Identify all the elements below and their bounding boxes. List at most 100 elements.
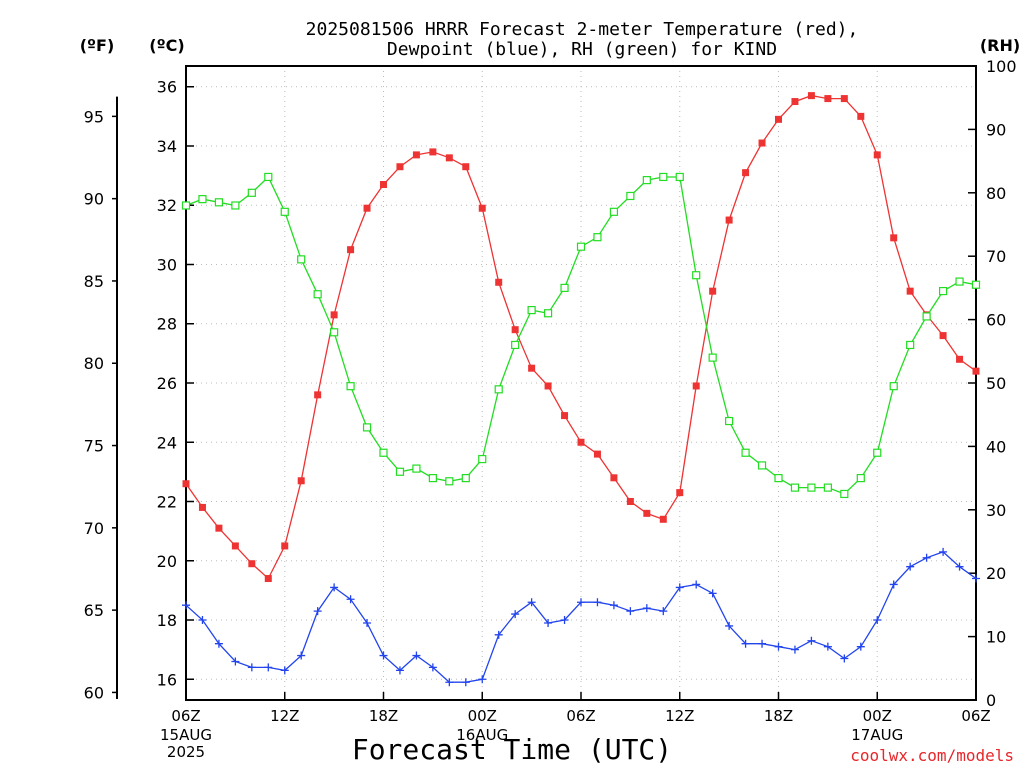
gridlines: [185, 66, 977, 700]
temperature-point: [363, 204, 371, 212]
rh-point: [708, 353, 717, 362]
fahrenheit-tick-label: 95: [84, 107, 104, 126]
temperature-point: [692, 382, 700, 390]
dewpoint-point: [840, 654, 849, 663]
time-tick-label: 12Z: [270, 707, 299, 725]
rh-point: [412, 464, 421, 473]
rh-point: [181, 201, 191, 210]
dewpoint-point: [626, 607, 635, 616]
rh-point: [757, 461, 767, 470]
time-tick-label: 12Z: [665, 707, 694, 725]
temperature-point: [709, 287, 717, 295]
dewpoint-point: [708, 589, 717, 598]
dewpoint-point: [264, 663, 273, 672]
rh-point: [692, 271, 701, 280]
dewpoint-point: [692, 580, 701, 589]
dewpoint-point: [511, 610, 520, 619]
dewpoint-point: [363, 618, 372, 627]
temperature-point: [840, 95, 848, 103]
temperature-point: [857, 112, 865, 120]
time-tick-label: 00Z: [468, 707, 497, 725]
rh-tick-label: 30: [986, 501, 1006, 520]
rh-point: [807, 483, 816, 492]
rh-point: [593, 233, 602, 242]
dewpoint-point: [823, 642, 832, 651]
dewpoint-point: [395, 666, 404, 675]
temperature-point: [445, 154, 453, 162]
date-tick-label: 17AUG: [851, 726, 903, 744]
dewpoint-point: [478, 675, 487, 684]
rh-point: [428, 474, 437, 483]
rh-unit-label: (RH): [980, 36, 1020, 55]
rh-point: [576, 242, 586, 251]
dewpoint-point: [445, 678, 454, 687]
rh-point: [214, 198, 224, 207]
rh-point: [264, 172, 273, 182]
dewpoint-point: [873, 616, 882, 625]
temperature-series: [182, 92, 980, 583]
dewpoint-point: [807, 636, 816, 645]
rh-tick-label: 50: [986, 374, 1006, 393]
chart-title-line-2: Dewpoint (blue), RH (green) for KIND: [387, 39, 777, 60]
rh-point: [330, 328, 339, 337]
rh-point: [346, 382, 355, 391]
temperature-point: [528, 364, 536, 372]
temperature-point: [347, 246, 355, 254]
rh-point: [445, 477, 454, 486]
fahrenheit-axis: 60 65 70 75 80 85 90 95: [84, 107, 117, 702]
dewpoint-point: [198, 616, 207, 625]
year-tick-label: 2025: [167, 743, 205, 761]
fahrenheit-unit-label: (ºF): [80, 36, 115, 55]
chart-title-line-1: 2025081506 HRRR Forecast 2-meter Tempera…: [306, 19, 859, 40]
dewpoint-point: [544, 618, 553, 627]
rh-point: [543, 309, 553, 318]
fahrenheit-tick-label: 60: [84, 683, 104, 702]
rh-point: [198, 195, 207, 204]
dewpoint-point: [972, 574, 980, 583]
time-tick-label: 18Z: [369, 707, 398, 725]
rh-point: [478, 454, 487, 464]
rh-point: [922, 312, 931, 321]
temperature-point: [412, 151, 420, 159]
rh-tick-label: 90: [986, 120, 1006, 139]
celsius-tick-label: 30: [157, 255, 177, 274]
x-axis-label: Forecast Time (UTC): [352, 733, 672, 766]
date-tick-label: 15AUG: [160, 726, 212, 744]
time-tick-label: 06Z: [171, 707, 200, 725]
dewpoint-point: [939, 547, 948, 556]
dewpoint-point: [494, 630, 503, 639]
temperature-point: [791, 98, 799, 106]
rh-point: [741, 448, 750, 457]
rh-point: [642, 176, 651, 185]
fahrenheit-tick-label: 85: [84, 272, 104, 291]
dewpoint-point: [609, 601, 618, 610]
celsius-tick-label: 32: [157, 196, 177, 215]
rh-point: [280, 207, 289, 216]
rh-point: [494, 385, 503, 394]
dewpoint-point: [461, 678, 470, 687]
dewpoint-point: [642, 604, 651, 613]
dewpoint-point: [297, 651, 306, 660]
rh-point: [971, 280, 981, 289]
rh-point: [873, 448, 882, 457]
dewpoint-point: [856, 642, 865, 651]
dewpoint-point: [330, 583, 339, 592]
rh-point: [856, 474, 865, 483]
dewpoint-point: [412, 651, 421, 660]
temperature-point: [824, 95, 832, 103]
temperature-point: [380, 181, 387, 189]
celsius-tick-label: 22: [157, 493, 177, 512]
dewpoint-point: [214, 639, 223, 648]
rh-point: [527, 305, 536, 315]
dewpoint-point: [280, 666, 289, 675]
temperature-point: [198, 503, 206, 511]
temperature-point: [231, 542, 239, 550]
temperature-point: [264, 575, 272, 583]
dewpoint-point: [593, 598, 602, 607]
dewpoint-point: [659, 607, 668, 616]
dewpoint-point: [955, 562, 964, 571]
rh-tick-label: 60: [986, 311, 1006, 330]
dewpoint-point: [790, 645, 799, 654]
fahrenheit-tick-label: 70: [84, 519, 104, 538]
